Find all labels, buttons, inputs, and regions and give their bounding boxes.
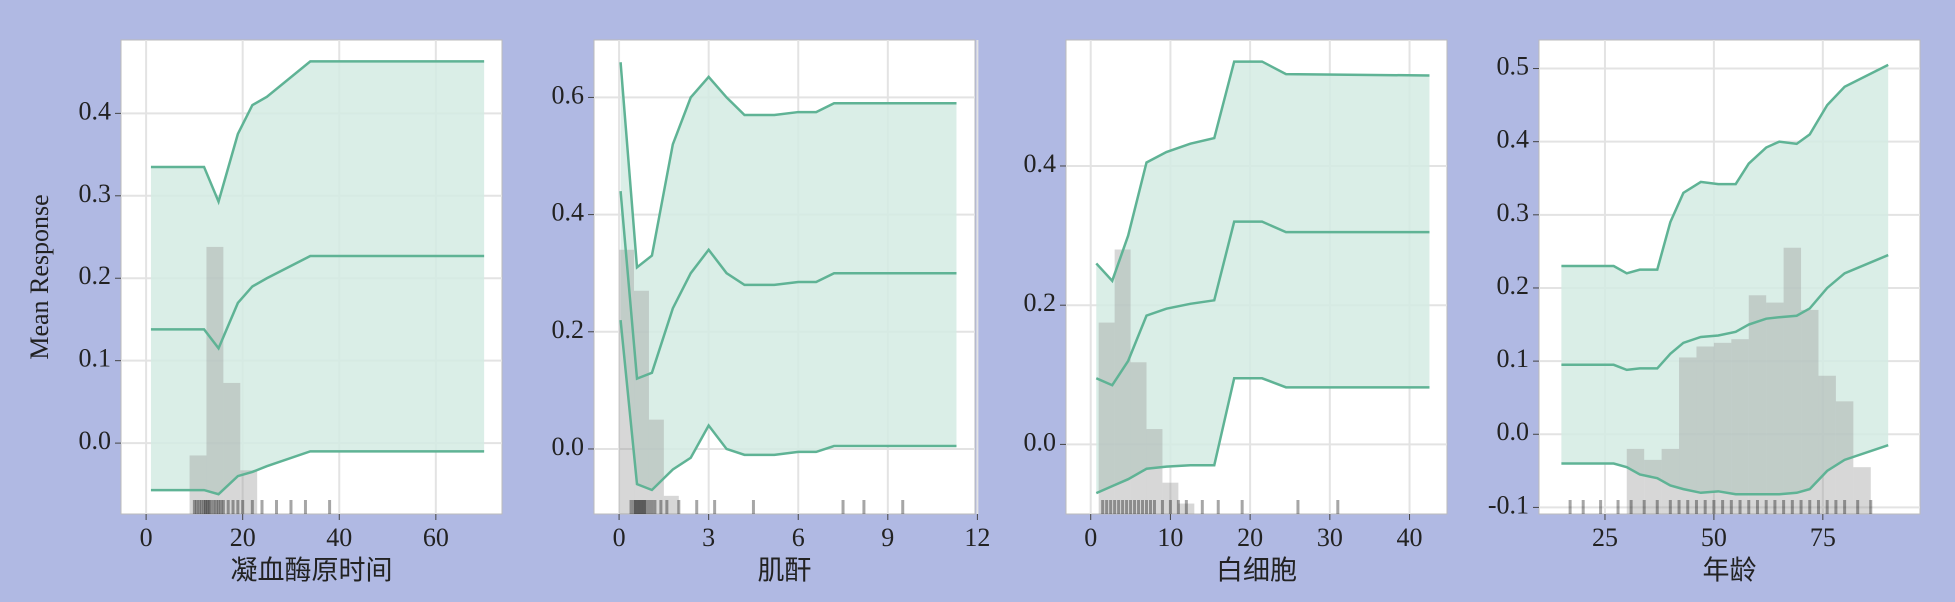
histogram-bar bbox=[1853, 467, 1871, 514]
y-tick-label: 0.1 bbox=[1497, 344, 1530, 373]
y-tick-label: 0.2 bbox=[1024, 288, 1057, 317]
histogram-bar bbox=[1162, 482, 1179, 514]
histogram-bar bbox=[1766, 302, 1784, 514]
x-tick-label: 40 bbox=[1397, 523, 1423, 552]
histogram-bar bbox=[1626, 448, 1645, 514]
y-tick-label: 0.3 bbox=[1497, 198, 1530, 227]
y-tick-label: 0.4 bbox=[79, 96, 112, 125]
response-line bbox=[1095, 220, 1430, 387]
y-tick-label: -0.1 bbox=[1488, 490, 1529, 519]
x-axis-title: 凝血酶原时间 bbox=[231, 556, 393, 587]
x-tick-label: 25 bbox=[1592, 523, 1618, 552]
y-tick-label: 0.0 bbox=[79, 426, 112, 455]
response-line bbox=[1561, 253, 1889, 372]
histogram-bar bbox=[1661, 448, 1680, 514]
response-line bbox=[619, 62, 957, 270]
x-tick-label: 9 bbox=[881, 523, 894, 552]
y-tick-label: 0.6 bbox=[552, 80, 585, 109]
histogram-bar bbox=[1178, 503, 1195, 514]
histogram-bar bbox=[189, 455, 207, 514]
x-tick-label: 50 bbox=[1701, 523, 1727, 552]
response-line bbox=[1561, 444, 1889, 496]
response-line bbox=[1095, 377, 1430, 495]
histogram-bar bbox=[1713, 342, 1732, 514]
response-line bbox=[619, 319, 957, 492]
response-line bbox=[619, 191, 957, 381]
x-tick-label: 20 bbox=[1237, 523, 1263, 552]
x-tick-label: 75 bbox=[1810, 523, 1836, 552]
y-tick-label: 0.0 bbox=[1497, 417, 1530, 446]
histogram-bar bbox=[1696, 346, 1714, 514]
histogram-bar bbox=[1783, 247, 1802, 515]
y-tick-label: 0.4 bbox=[1497, 125, 1530, 154]
response-line bbox=[1095, 60, 1430, 284]
histogram-bar bbox=[206, 246, 224, 514]
histogram-bar bbox=[1818, 375, 1836, 514]
histogram-bar bbox=[1098, 322, 1115, 514]
x-axis-title: 白细胞 bbox=[1216, 556, 1297, 587]
response-line bbox=[150, 60, 485, 206]
confidence-band bbox=[620, 62, 957, 490]
y-tick-label: 0.2 bbox=[79, 261, 112, 290]
confidence-band bbox=[1561, 64, 1889, 495]
y-tick-label: 0.4 bbox=[552, 198, 585, 227]
histogram-bar bbox=[1146, 429, 1163, 514]
histogram-bar bbox=[1644, 459, 1662, 514]
y-tick-label: 0.5 bbox=[1497, 51, 1530, 80]
y-tick-label: 0.2 bbox=[1497, 271, 1530, 300]
histogram-bar bbox=[1731, 339, 1749, 514]
x-axis-title: 年龄 bbox=[1703, 556, 1757, 587]
histogram-bar bbox=[1801, 309, 1819, 514]
response-line bbox=[1561, 63, 1889, 275]
x-tick-label: 3 bbox=[702, 523, 715, 552]
y-tick-label: 0.2 bbox=[552, 315, 585, 344]
y-tick-label: 0.4 bbox=[1024, 149, 1057, 178]
confidence-band bbox=[150, 61, 485, 495]
histogram-bar bbox=[648, 419, 664, 514]
x-tick-label: 0 bbox=[1084, 523, 1097, 552]
histogram-bar bbox=[240, 470, 258, 514]
x-tick-label: 6 bbox=[792, 523, 805, 552]
x-tick-label: 40 bbox=[326, 523, 352, 552]
histogram-bar bbox=[1679, 357, 1697, 514]
x-tick-label: 12 bbox=[964, 523, 990, 552]
x-tick-label: 20 bbox=[230, 523, 256, 552]
y-tick-label: 0.3 bbox=[79, 179, 112, 208]
histogram-bar bbox=[634, 290, 649, 514]
histogram-bar bbox=[1114, 249, 1131, 515]
histogram-bar bbox=[663, 495, 679, 514]
x-tick-label: 0 bbox=[613, 523, 626, 552]
y-tick-label: 0.0 bbox=[552, 432, 585, 461]
histogram-bar bbox=[1748, 295, 1767, 514]
x-tick-label: 60 bbox=[423, 523, 449, 552]
x-tick-label: 30 bbox=[1317, 523, 1343, 552]
confidence-band bbox=[1096, 61, 1430, 494]
histogram-bar bbox=[1835, 401, 1854, 514]
y-axis-title: Mean Response bbox=[25, 194, 54, 359]
histogram-bar bbox=[1130, 362, 1147, 514]
response-line bbox=[150, 450, 485, 496]
response-line bbox=[150, 254, 485, 351]
x-tick-label: 10 bbox=[1157, 523, 1183, 552]
histogram-bar bbox=[223, 382, 241, 514]
y-tick-label: 0.0 bbox=[1024, 427, 1057, 456]
y-tick-label: 0.1 bbox=[79, 344, 112, 373]
x-axis-title: 肌酐 bbox=[758, 556, 812, 587]
x-tick-label: 0 bbox=[140, 523, 153, 552]
